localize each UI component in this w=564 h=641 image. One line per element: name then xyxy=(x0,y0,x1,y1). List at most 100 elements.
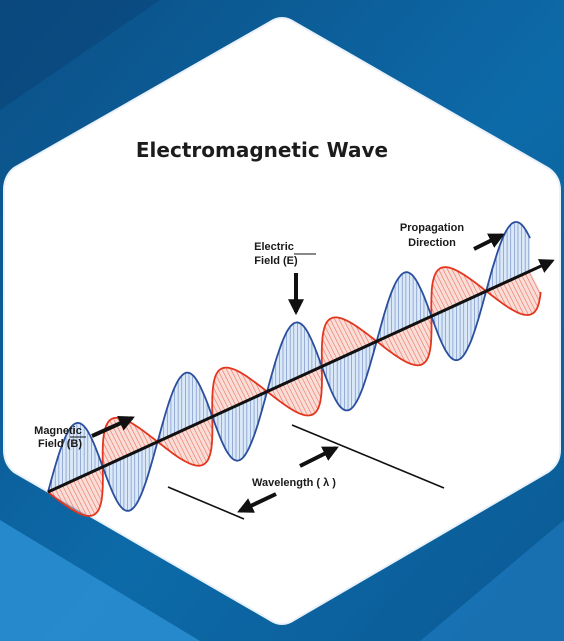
magnetic-field-wave-hatch xyxy=(492,287,500,302)
magnetic-field-wave-hatch xyxy=(185,428,204,465)
magnetic-field-wave-curve xyxy=(47,266,542,517)
magnetic-field-label-line1: Magnetic xyxy=(34,425,82,437)
background-shade xyxy=(0,0,160,110)
magnetic-field-wave-hatch xyxy=(432,283,446,310)
magnetic-field-wave-hatch xyxy=(420,321,432,343)
magnetic-field-wave-hatch xyxy=(192,425,210,459)
background-band xyxy=(0,520,200,641)
magnetic-field-wave-hatch xyxy=(166,437,178,457)
magnetic-field-wave-hatch xyxy=(510,279,529,316)
magnetic-field-wave-hatch xyxy=(517,276,536,312)
magnetic-field-wave-hatch xyxy=(195,423,211,453)
magnetic-field-wave-hatch xyxy=(463,274,475,297)
magnetic-field-wave-hatch xyxy=(391,334,406,362)
wavelength-label: Wavelength ( λ ) xyxy=(252,477,336,489)
electric-field-wave-curve xyxy=(47,221,531,512)
propagation-axis xyxy=(47,259,555,494)
magnetic-field-wave-hatch xyxy=(416,322,431,350)
magnetic-field-wave-hatch xyxy=(199,422,212,446)
magnetic-field-wave-hatch xyxy=(398,331,417,366)
magnetic-field-arrow xyxy=(91,415,135,438)
magnetic-field-wave-hatch xyxy=(405,327,425,364)
propagation-label-line1: Propagation xyxy=(400,222,464,234)
magnetic-field-wave-hatch xyxy=(213,380,230,410)
magnetic-field-wave-hatch xyxy=(469,278,479,295)
electric-field-label-line2: Field (E) xyxy=(254,255,298,267)
magnetic-field-label-line2: Field (B) xyxy=(38,438,82,450)
magnetic-field-wave-hatch xyxy=(188,427,207,463)
magnetic-field-wave-hatch xyxy=(275,387,285,405)
magnetic-field-wave-hatch xyxy=(383,337,393,353)
magnetic-field-wave-hatch xyxy=(163,438,171,452)
magnetic-field-wave-hatch xyxy=(286,382,304,415)
magnetic-field-wave-hatch xyxy=(102,442,114,463)
magnetic-field-wave-hatch xyxy=(212,394,222,413)
magnetic-field-wave-hatch xyxy=(446,267,465,302)
magnetic-field-wave-hatch xyxy=(326,321,345,357)
magnetic-field-wave-hatch xyxy=(69,481,88,516)
magnetic-field-wave-hatch xyxy=(528,271,541,295)
magnetic-field-wave-hatch xyxy=(362,330,371,345)
magnetic-field-wave-hatch xyxy=(338,317,356,352)
magnetic-field-wave-hatch xyxy=(203,420,213,439)
magnetic-field-wave-hatch xyxy=(215,374,233,408)
diagram-title: Electromagnetic Wave xyxy=(136,138,388,162)
magnetic-field-wave-hatch xyxy=(451,268,468,300)
magnetic-field-wave-hatch xyxy=(102,450,110,464)
magnetic-field-wave-hatch xyxy=(221,368,240,405)
propagation-label-line2: Direction xyxy=(408,237,456,249)
magnetic-field-wave-hatch xyxy=(212,386,226,411)
magnetic-field-wave-hatch xyxy=(304,374,320,405)
magnetic-field-wave-hatch xyxy=(409,326,427,361)
magnetic-field-wave-hatch xyxy=(311,370,322,391)
magnetic-field-wave-hatch xyxy=(315,369,323,383)
magnetic-field-wave-hatch xyxy=(76,478,96,515)
magnetic-field-wave-fill xyxy=(48,267,541,516)
magnetic-field-wave-hatch xyxy=(321,346,331,363)
magnetic-field-wave-hatch xyxy=(65,483,82,515)
magnetic-field-wave-hatch xyxy=(349,321,363,348)
magnetic-field-wave-hatch xyxy=(323,331,338,360)
magnetic-field-wave-hatch xyxy=(140,429,150,446)
magnetic-field-wave-hatch xyxy=(170,435,184,461)
magnetic-field-wave-hatch xyxy=(423,319,432,335)
magnetic-field-wave-hatch xyxy=(503,282,519,314)
magnetic-field-wave-hatch xyxy=(133,424,146,448)
magnetic-field-wave-hatch xyxy=(412,324,430,356)
magnetic-field-wave-hatch xyxy=(248,377,258,397)
magnetic-field-wave-hatch xyxy=(297,377,316,413)
magnetic-field-wave-hatch xyxy=(103,434,117,461)
magnetic-field-wave-hatch xyxy=(433,277,450,309)
magnetic-field-wave-hatch xyxy=(431,298,439,314)
magnetic-field-wave-hatch xyxy=(218,370,237,406)
magnetic-field-wave-hatch xyxy=(355,325,367,347)
wavelength-bracket-right xyxy=(291,424,445,489)
wave-layer xyxy=(47,221,542,517)
wavelength-bracket-left xyxy=(167,486,245,520)
magnetic-field-wave-hatch xyxy=(225,367,244,403)
magnetic-field-wave-hatch xyxy=(104,428,121,460)
magnetic-field-wave-hatch xyxy=(324,326,342,358)
magnetic-field-wave-hatch xyxy=(241,373,255,398)
magnetic-field-wave-hatch xyxy=(333,317,352,353)
electric-field-wave xyxy=(47,221,531,512)
magnetic-field-wave-hatch xyxy=(300,375,319,410)
wavelength-arrow-up xyxy=(299,446,339,468)
magnetic-field-wave-hatch xyxy=(58,486,70,508)
magnetic-field-wave-hatch xyxy=(293,379,313,416)
magnetic-field-wave-hatch xyxy=(521,274,539,307)
magnetic-field-wave-hatch xyxy=(401,329,421,366)
magnetic-field-wave-hatch xyxy=(87,473,102,501)
magnetic-field-wave-hatch xyxy=(307,372,322,398)
magnetic-field-wave-hatch xyxy=(387,336,399,358)
magnetic-field-wave-hatch xyxy=(499,284,513,311)
magnetic-field-wave-hatch xyxy=(255,382,262,395)
magnetic-field-wave xyxy=(47,266,542,517)
magnetic-field-wave-hatch xyxy=(435,272,454,307)
magnetic-field-wave-hatch xyxy=(211,402,219,415)
magnetic-field-wave-hatch xyxy=(174,433,190,464)
magnetic-field-wave-hatch xyxy=(438,269,457,305)
propagation-direction-arrow xyxy=(473,233,505,251)
magnetic-field-wave-hatch xyxy=(282,384,298,413)
